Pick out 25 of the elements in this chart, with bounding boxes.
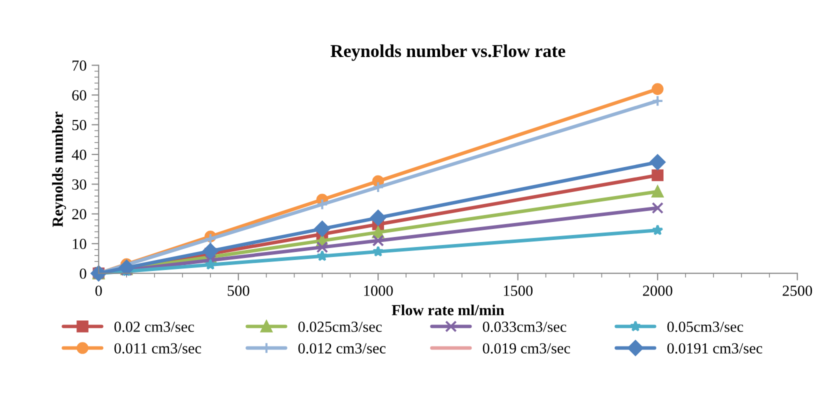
x-tick-label: 1000	[364, 286, 393, 296]
y-tick-label: 10	[72, 238, 86, 250]
legend-label: 0.02 cm3/sec	[114, 322, 194, 332]
y-axis-title: Reynolds number	[52, 112, 66, 227]
legend-label: 0.019 cm3/sec	[482, 343, 570, 354]
y-tick-label: 40	[72, 150, 86, 160]
chart-title: Reynolds number vs.Flow rate	[330, 44, 566, 61]
legend-label: 0.012 cm3/sec	[298, 343, 386, 354]
x-tick-label: 2500	[782, 286, 812, 296]
y-tick-label: 0	[80, 268, 86, 279]
y-tick-label: 30	[72, 179, 86, 190]
x-tick-label: 500	[228, 286, 250, 296]
x-axis-title: Flow rate ml/min	[392, 304, 504, 316]
y-tick-label: 50	[72, 120, 86, 130]
legend-label: 0.05cm3/sec	[667, 322, 744, 332]
y-tick-label: 20	[72, 209, 86, 220]
y-tick-label: 70	[72, 60, 86, 71]
y-tick-label: 60	[72, 90, 86, 100]
legend-label: 0.0191 cm3/sec	[667, 343, 762, 354]
legend-label: 0.033cm3/sec	[482, 322, 566, 332]
x-tick-label: 0	[95, 286, 102, 296]
legend-label: 0.025cm3/sec	[298, 322, 382, 332]
legend-label: 0.011 cm3/sec	[114, 343, 202, 354]
x-tick-label: 2000	[642, 286, 672, 296]
x-tick-label: 1500	[504, 286, 533, 296]
